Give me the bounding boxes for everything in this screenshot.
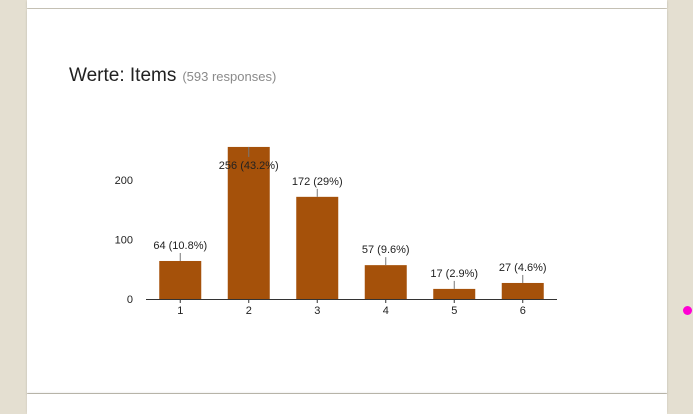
bar xyxy=(364,265,407,299)
bar xyxy=(433,288,476,299)
y-tick-label: 200 xyxy=(115,175,133,187)
chart-title: Werte: Items (593 responses) xyxy=(69,65,276,87)
previous-card xyxy=(27,0,667,8)
y-tick-label: 100 xyxy=(115,235,133,247)
bar xyxy=(296,196,339,299)
cursor-dot xyxy=(683,306,692,315)
data-label: 57 (9.6%) xyxy=(362,244,410,256)
x-tick-label: 4 xyxy=(383,305,389,317)
data-label: 64 (10.8%) xyxy=(153,240,207,252)
data-label: 172 (29%) xyxy=(292,176,343,188)
x-tick-label: 2 xyxy=(246,305,252,317)
data-label: 27 (4.6%) xyxy=(499,262,547,274)
data-label: 256 (43.2%) xyxy=(219,160,279,172)
question-title: Werte: Items xyxy=(69,65,177,86)
data-label: 17 (2.9%) xyxy=(430,268,478,280)
bar xyxy=(159,260,202,299)
y-tick-label: 0 xyxy=(127,294,133,306)
response-count: (593 responses) xyxy=(182,69,277,84)
x-tick-label: 1 xyxy=(177,305,183,317)
bar xyxy=(501,282,544,299)
x-tick-label: 3 xyxy=(314,305,320,317)
chart-card: Werte: Items (593 responses) xyxy=(27,9,667,393)
bar xyxy=(227,146,270,299)
x-tick-label: 5 xyxy=(451,305,457,317)
x-tick-label: 6 xyxy=(520,305,526,317)
